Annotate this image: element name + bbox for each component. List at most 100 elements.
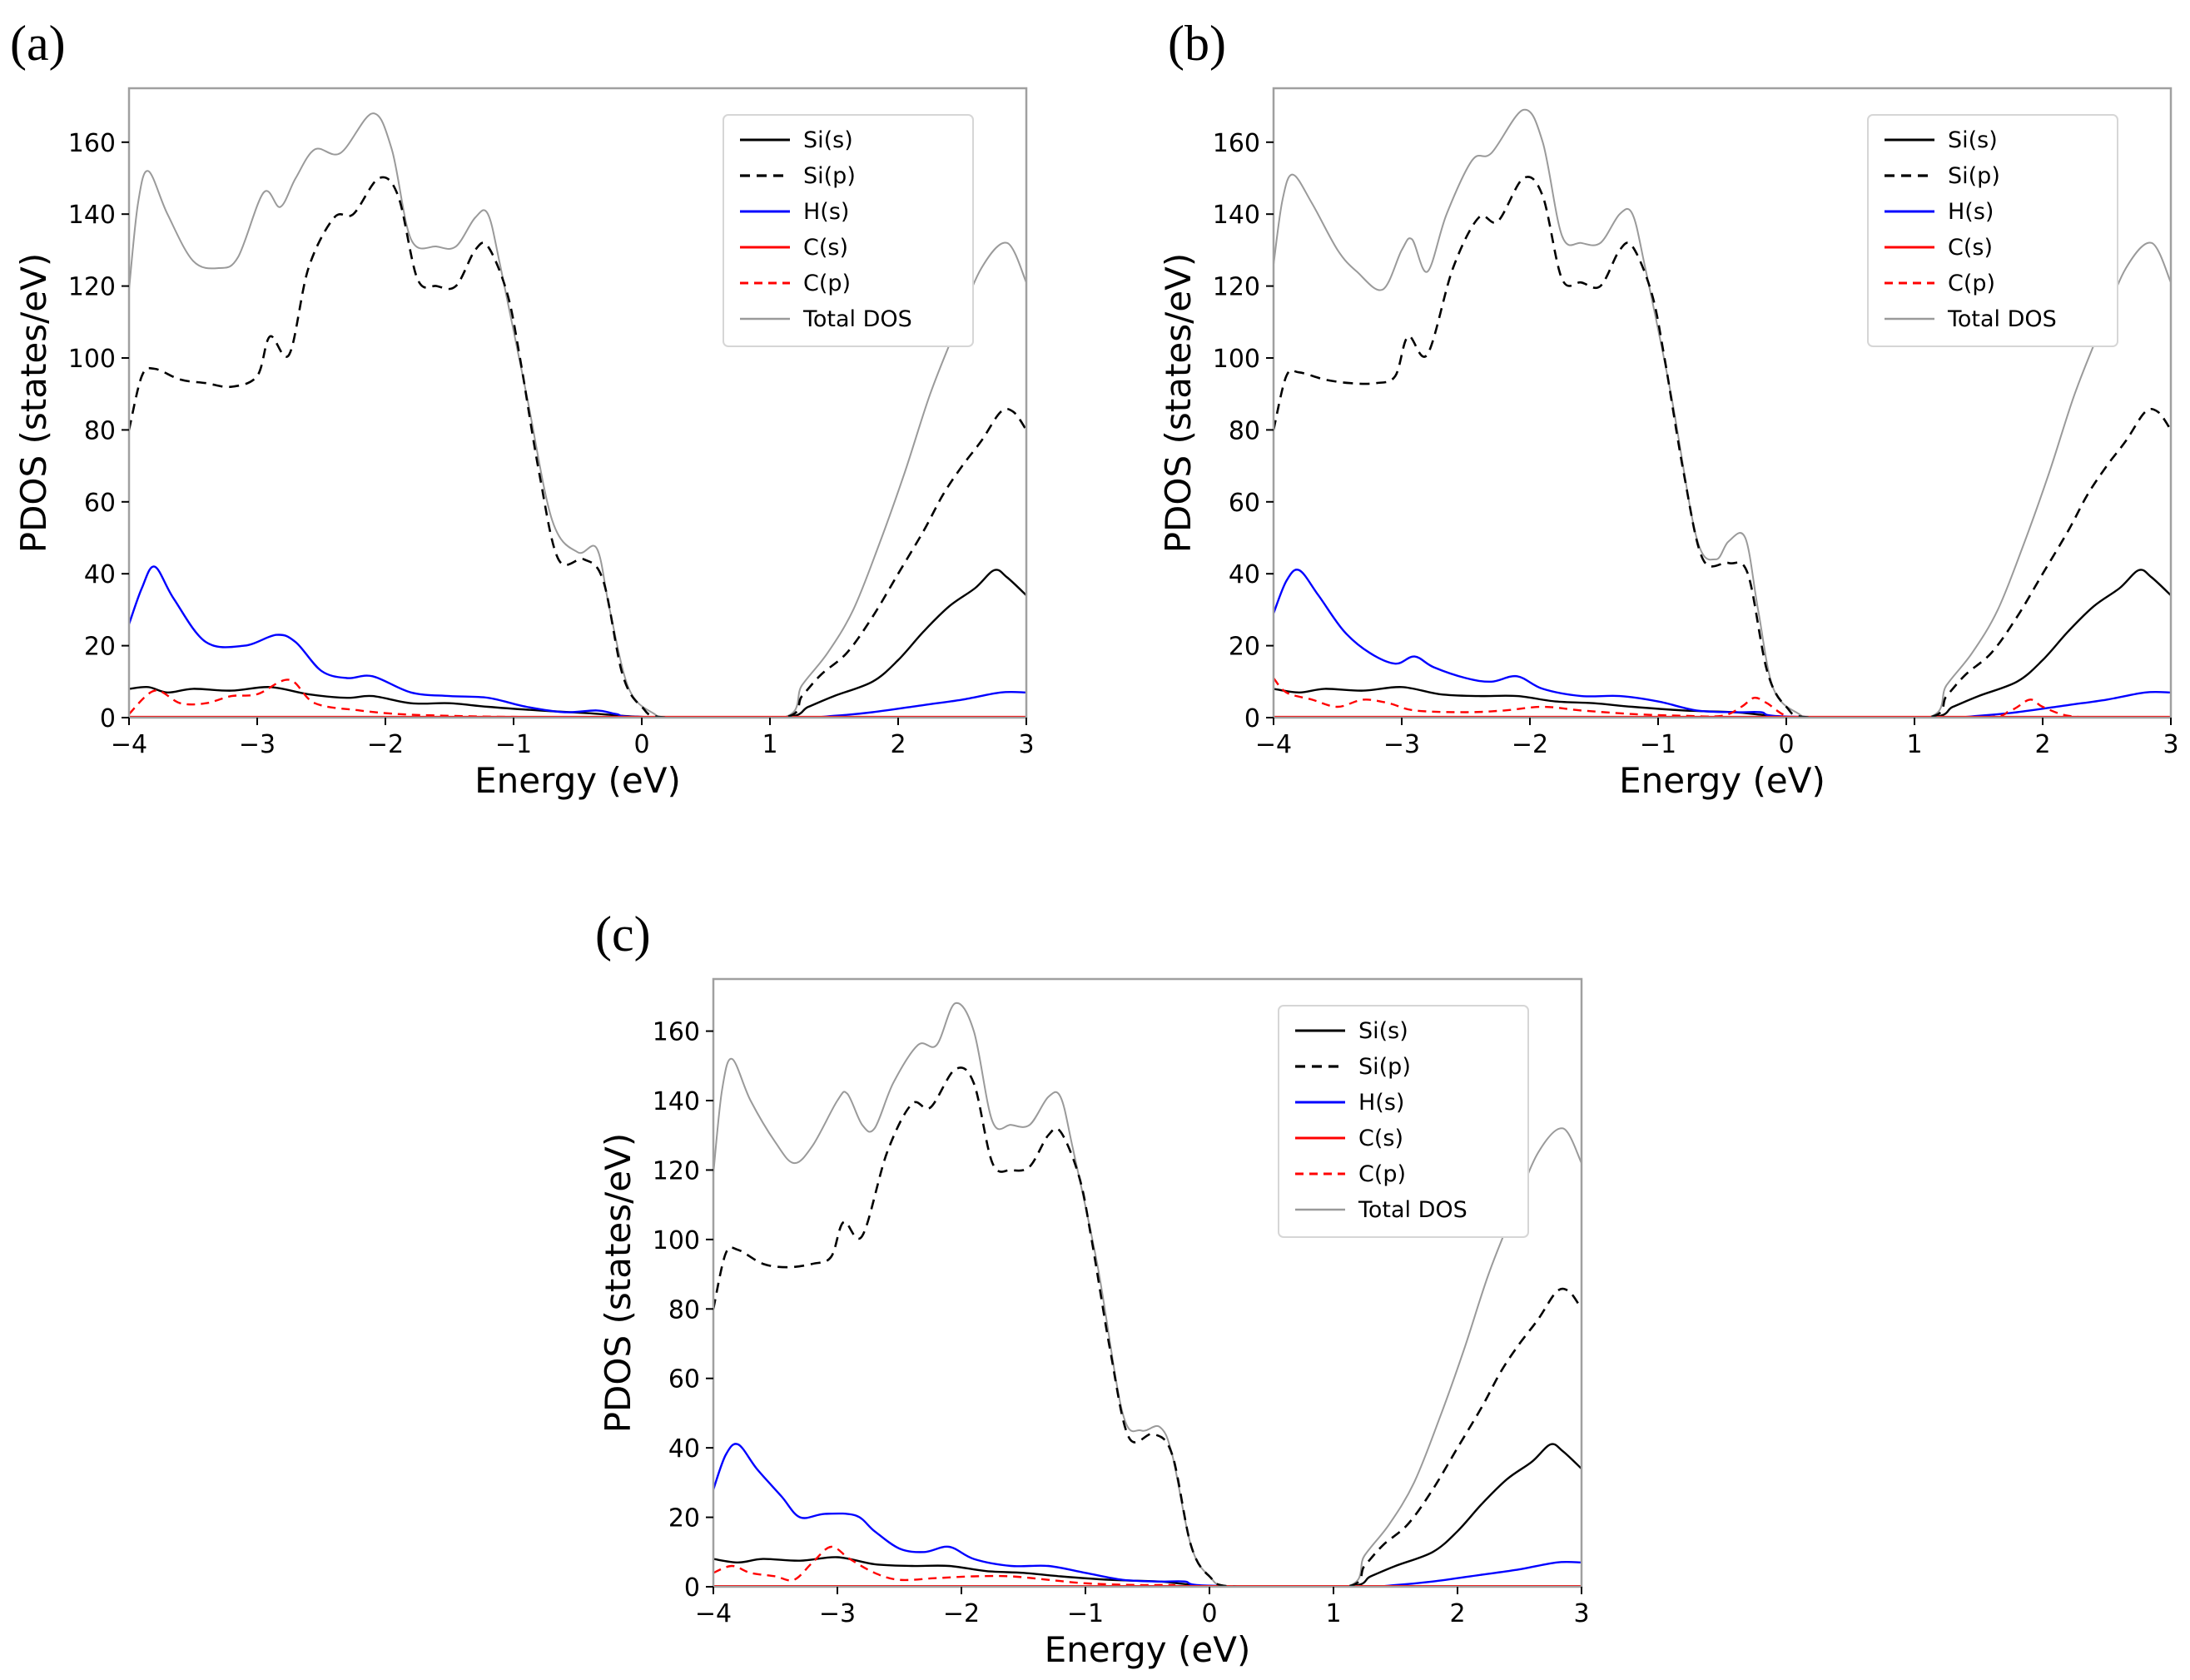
panel-a-chart: −4 −3 −2 −1 0 1 2 3 0 20 40 60 80 100 120 140 160 Energy …: [13, 87, 1035, 801]
series-line-h-s: [1274, 569, 2171, 718]
legend-entry-label: H(s): [1358, 1090, 1404, 1116]
legend-entry-label: Si(s): [1948, 127, 1998, 153]
y-tick-label: 20: [1229, 633, 1260, 662]
x-tick-label: −4: [1255, 730, 1292, 759]
legend: Si(s) Si(p) H(s) C(s) C(p) Total DOS: [1278, 1005, 1529, 1238]
series-line-h-s: [129, 565, 1026, 718]
panel-label-a: (a): [10, 16, 66, 71]
series-line-c-p: [1274, 677, 2171, 718]
x-tick-label: −1: [1067, 1599, 1104, 1628]
x-tick-label: −4: [695, 1599, 732, 1628]
y-tick-label: 140: [653, 1087, 700, 1116]
x-tick-label: 2: [2034, 730, 2050, 759]
legend-entry-label: Si(p): [1358, 1054, 1411, 1080]
y-tick-label: 120: [1213, 273, 1260, 302]
y-tick-label: 100: [1213, 345, 1260, 374]
legend-entry-label: C(s): [1948, 235, 1993, 261]
x-tick-label: −1: [1640, 730, 1676, 759]
legend-entry-label: C(p): [1358, 1161, 1406, 1187]
legend-entry-label: Total DOS: [1358, 1197, 1467, 1223]
x-axis-label: Energy (eV): [1619, 760, 1825, 801]
x-tick-label: −2: [367, 730, 404, 759]
x-axis-label: Energy (eV): [1045, 1629, 1251, 1670]
y-tick-label: 60: [1229, 489, 1260, 518]
y-tick-label: 160: [68, 129, 116, 158]
y-tick-label: 60: [84, 489, 116, 518]
x-tick-label: −3: [239, 730, 276, 759]
y-tick-label: 20: [668, 1504, 700, 1533]
legend-entry-label: C(p): [1948, 271, 1995, 296]
x-tick-label: 1: [1325, 1599, 1341, 1628]
axes-frame: [127, 87, 1028, 719]
series-line-si-p: [1274, 176, 2171, 718]
y-axis-label: PDOS (states/eV): [13, 253, 54, 554]
y-tick-label: 140: [68, 201, 116, 230]
axes-frame: [712, 977, 1583, 1588]
y-tick-label: 140: [1213, 201, 1260, 230]
y-axis-label: PDOS (states/eV): [1158, 253, 1199, 554]
legend-box: [723, 114, 974, 347]
legend-box: [1278, 1005, 1529, 1238]
x-tick-label: −1: [495, 730, 532, 759]
legend-entry-label: H(s): [1948, 199, 1994, 225]
series-line-total-dos: [129, 112, 1026, 718]
x-tick-label: 2: [890, 730, 906, 759]
x-tick-label: 1: [1906, 730, 1922, 759]
x-tick-label: 3: [1573, 1599, 1589, 1628]
panel-label-b: (b): [1168, 16, 1226, 71]
panel-c-chart: −4 −3 −2 −1 0 1 2 3 0 20 40 60 80 100 120 140 160 Energy …: [598, 977, 1590, 1670]
x-tick-label: −2: [1512, 730, 1548, 759]
series-line-si-s: [1274, 569, 2171, 718]
y-tick-label: 160: [653, 1018, 700, 1047]
series-line-c-p: [713, 1545, 1582, 1587]
legend-entry-label: C(s): [803, 235, 848, 261]
y-tick-label: 0: [100, 704, 116, 733]
y-tick-label: 40: [84, 560, 116, 589]
legend-entry-label: Si(s): [1358, 1018, 1408, 1044]
series-line-total-dos: [713, 1002, 1582, 1587]
y-tick-label: 40: [1229, 560, 1260, 589]
x-tick-label: −3: [1383, 730, 1420, 759]
y-tick-label: 80: [1229, 416, 1260, 445]
panel-label-c: (c): [595, 907, 651, 962]
series-line-si-p: [129, 176, 1026, 718]
x-tick-label: 0: [1201, 1599, 1217, 1628]
y-tick-label: 80: [668, 1295, 700, 1325]
x-tick-label: 1: [762, 730, 777, 759]
x-tick-label: 2: [1449, 1599, 1465, 1628]
series-line-si-s: [713, 1443, 1582, 1587]
legend-entry-label: Si(p): [803, 163, 856, 189]
legend-entry-label: H(s): [803, 199, 849, 225]
y-tick-label: 40: [668, 1434, 700, 1464]
legend-box: [1867, 114, 2118, 347]
y-tick-label: 20: [84, 633, 116, 662]
x-tick-label: −4: [111, 730, 147, 759]
y-tick-label: 100: [653, 1226, 700, 1255]
legend-entry-label: Si(p): [1948, 163, 2000, 189]
legend-entry-label: Si(s): [803, 127, 853, 153]
axes-frame: [1272, 87, 2173, 719]
series-line-h-s: [713, 1443, 1582, 1587]
x-tick-label: −3: [819, 1599, 856, 1628]
y-tick-label: 80: [84, 416, 116, 445]
legend: Si(s) Si(p) H(s) C(s) C(p) Total DOS: [723, 114, 974, 347]
series-line-si-p: [713, 1066, 1582, 1587]
y-axis-label: PDOS (states/eV): [598, 1133, 638, 1434]
x-tick-label: −2: [943, 1599, 980, 1628]
x-axis-label: Energy (eV): [474, 760, 681, 801]
legend: Si(s) Si(p) H(s) C(s) C(p) Total DOS: [1867, 114, 2118, 347]
legend-entry-label: Total DOS: [802, 306, 912, 332]
y-tick-label: 100: [68, 345, 116, 374]
legend-entry-label: C(p): [803, 271, 851, 296]
y-tick-label: 0: [1244, 704, 1260, 733]
y-tick-label: 120: [653, 1156, 700, 1185]
x-tick-label: 0: [633, 730, 649, 759]
series-line-si-s: [129, 569, 1026, 718]
panel-b-chart: −4 −3 −2 −1 0 1 2 3 0 20 40 60 80 100 120 140 160 Energy …: [1158, 87, 2179, 801]
y-tick-label: 160: [1213, 129, 1260, 158]
x-tick-label: 3: [2163, 730, 2178, 759]
y-tick-label: 0: [684, 1573, 700, 1603]
x-tick-label: 0: [1778, 730, 1794, 759]
y-tick-label: 60: [668, 1365, 700, 1394]
